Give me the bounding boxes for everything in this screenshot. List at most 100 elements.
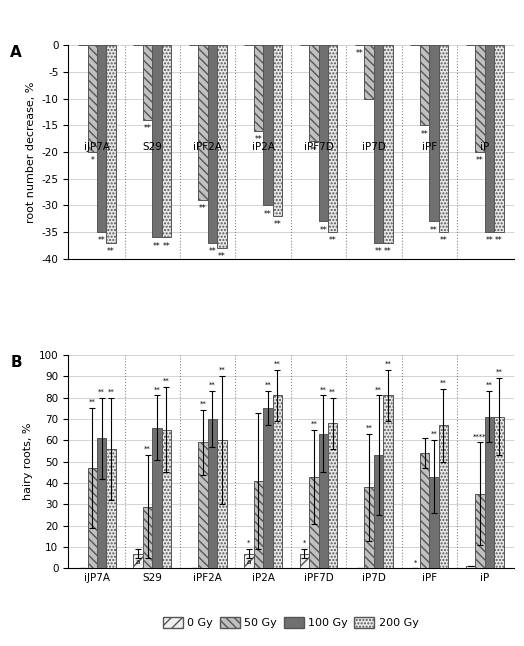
Bar [272, 45, 282, 216]
Bar [485, 45, 494, 232]
Text: **: ** [329, 388, 336, 395]
Text: **: ** [219, 367, 225, 373]
Text: **: ** [384, 247, 392, 256]
Text: **: ** [144, 124, 151, 133]
Text: **: ** [274, 220, 281, 229]
Text: **: ** [265, 382, 271, 388]
Bar [374, 455, 384, 568]
Text: **: ** [99, 388, 105, 395]
Bar [88, 45, 97, 152]
Text: a: a [247, 559, 251, 565]
Text: **: ** [496, 370, 502, 375]
Bar [254, 481, 263, 568]
Text: iP7D: iP7D [362, 142, 386, 152]
Bar [162, 45, 171, 238]
Text: iP: iP [480, 142, 489, 152]
Text: **: ** [486, 382, 493, 388]
Text: iPF7D: iPF7D [303, 142, 333, 152]
Bar [198, 45, 208, 200]
Text: **: ** [385, 360, 391, 367]
Bar [162, 430, 171, 568]
Bar [143, 45, 152, 120]
Text: **: ** [98, 236, 105, 245]
Bar [244, 554, 254, 568]
Bar [143, 506, 152, 568]
Bar [217, 45, 226, 248]
Text: *: * [90, 156, 94, 165]
Bar [254, 45, 263, 130]
Bar [420, 453, 429, 568]
Text: A: A [10, 45, 22, 60]
Text: **: ** [329, 236, 336, 245]
Bar [152, 428, 162, 568]
Text: **: ** [264, 210, 272, 219]
Bar [328, 423, 337, 568]
Text: *: * [247, 540, 250, 546]
Bar [106, 449, 116, 568]
Bar [328, 45, 337, 232]
Text: **: ** [495, 236, 503, 245]
Bar [466, 567, 475, 568]
Text: **: ** [209, 247, 216, 256]
Bar [88, 468, 97, 568]
Bar [365, 45, 374, 99]
Text: **: ** [366, 424, 373, 431]
Bar [134, 554, 143, 568]
Bar [429, 477, 439, 568]
Bar [429, 45, 439, 222]
Text: **: ** [162, 242, 170, 251]
Bar [494, 417, 504, 568]
Text: **: ** [440, 380, 447, 386]
Text: **: ** [107, 388, 114, 395]
Text: **: ** [430, 225, 438, 234]
Bar [319, 45, 328, 222]
Bar [272, 395, 282, 568]
Text: **: ** [320, 386, 326, 392]
Text: **: ** [154, 386, 160, 392]
Bar [309, 477, 319, 568]
Text: **: ** [218, 253, 226, 262]
Text: **: ** [486, 236, 493, 245]
Bar [420, 45, 429, 125]
Text: *: * [303, 540, 306, 546]
Bar [208, 45, 217, 243]
Bar [263, 45, 272, 205]
Bar [263, 408, 272, 568]
Bar [152, 45, 162, 238]
Text: **: ** [163, 378, 170, 384]
Text: S29: S29 [143, 142, 162, 152]
Bar [485, 417, 494, 568]
Text: **: ** [375, 247, 383, 256]
Text: **: ** [89, 399, 95, 405]
Bar [309, 45, 319, 141]
Bar [97, 45, 106, 232]
Bar [475, 494, 485, 568]
Text: **: ** [431, 431, 438, 437]
Text: **: ** [319, 225, 327, 234]
Y-axis label: hairy roots, %: hairy roots, % [23, 423, 33, 501]
Bar [97, 438, 106, 568]
Bar [439, 45, 448, 232]
Text: ****: **** [473, 433, 487, 439]
Bar [217, 441, 226, 568]
Bar [475, 45, 485, 152]
Text: **: ** [107, 247, 115, 256]
Text: **: ** [274, 360, 281, 367]
Bar [384, 395, 393, 568]
Text: **: ** [310, 145, 318, 154]
Text: **: ** [200, 401, 206, 407]
Text: **: ** [255, 135, 263, 144]
Text: iPF2A: iPF2A [193, 142, 222, 152]
Y-axis label: root number decrease, %: root number decrease, % [26, 81, 36, 223]
Bar [106, 45, 116, 243]
Bar [494, 45, 504, 232]
Bar [319, 434, 328, 568]
Text: **: ** [356, 50, 364, 59]
Text: **: ** [375, 386, 382, 392]
Bar [198, 443, 208, 568]
Text: iP2A: iP2A [252, 142, 275, 152]
Bar [300, 554, 309, 568]
Text: **: ** [440, 236, 447, 245]
Text: **: ** [153, 242, 161, 251]
Text: *: * [413, 559, 417, 565]
